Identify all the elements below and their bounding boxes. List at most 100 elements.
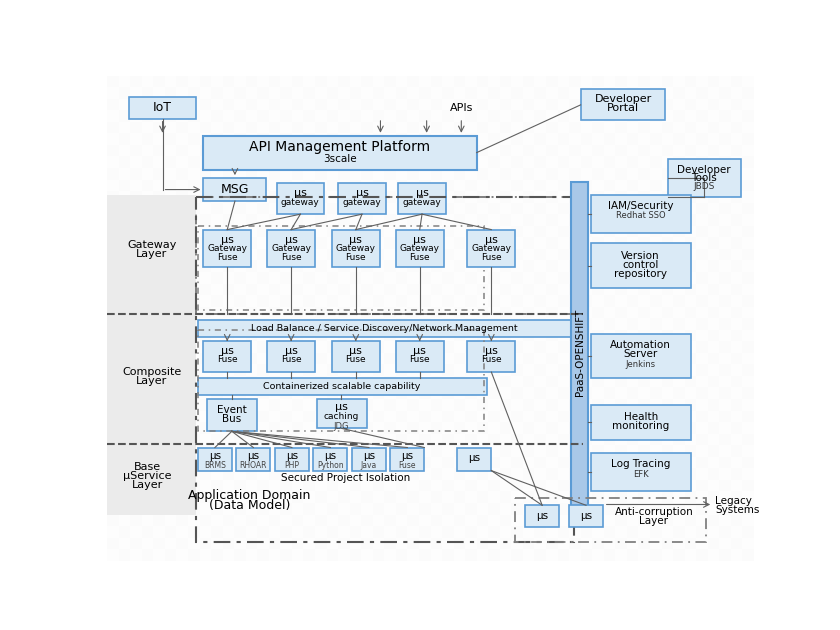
Bar: [292, 526, 303, 537]
Bar: [442, 76, 454, 87]
Bar: [615, 238, 627, 249]
Bar: [419, 387, 431, 399]
Bar: [165, 411, 176, 422]
Bar: [500, 422, 512, 433]
Bar: [234, 295, 246, 307]
Bar: [477, 76, 488, 87]
Bar: [373, 526, 385, 537]
Text: Load Balance / Service Discovery/Network Management: Load Balance / Service Discovery/Network…: [251, 324, 517, 333]
Bar: [223, 341, 234, 353]
Bar: [465, 191, 477, 203]
Bar: [638, 422, 650, 433]
Bar: [118, 468, 130, 480]
Text: μs: μs: [349, 234, 362, 244]
Bar: [211, 433, 223, 445]
Bar: [570, 387, 580, 399]
Bar: [615, 503, 627, 515]
Text: μs: μs: [209, 451, 221, 461]
Bar: [500, 353, 512, 364]
Bar: [292, 260, 303, 272]
Bar: [708, 110, 719, 122]
Bar: [176, 191, 188, 203]
Bar: [662, 457, 673, 468]
Bar: [465, 249, 477, 260]
Bar: [731, 249, 743, 260]
Bar: [188, 549, 200, 561]
Bar: [662, 180, 673, 191]
Bar: [662, 503, 673, 515]
Bar: [385, 110, 396, 122]
Bar: [108, 515, 118, 526]
Bar: [662, 329, 673, 341]
Bar: [534, 238, 546, 249]
Bar: [303, 110, 315, 122]
Bar: [327, 503, 339, 515]
Bar: [165, 526, 176, 537]
Bar: [615, 364, 627, 376]
Bar: [558, 387, 570, 399]
Bar: [200, 295, 211, 307]
Bar: [431, 214, 442, 226]
Bar: [662, 191, 673, 203]
Bar: [719, 376, 731, 387]
Bar: [281, 341, 292, 353]
Bar: [130, 122, 142, 134]
Bar: [650, 399, 662, 411]
Bar: [257, 168, 269, 180]
Text: μs: μs: [536, 511, 549, 521]
Bar: [442, 515, 454, 526]
Bar: [407, 329, 419, 341]
Bar: [708, 87, 719, 99]
Bar: [592, 156, 604, 168]
Bar: [696, 307, 708, 318]
Bar: [592, 376, 604, 387]
Bar: [396, 238, 407, 249]
Bar: [696, 399, 708, 411]
Bar: [465, 134, 477, 145]
Bar: [176, 399, 188, 411]
Bar: [708, 214, 719, 226]
Bar: [176, 226, 188, 238]
Bar: [534, 480, 546, 491]
Bar: [534, 156, 546, 168]
Bar: [604, 457, 615, 468]
Bar: [246, 110, 257, 122]
Bar: [407, 134, 419, 145]
Bar: [419, 491, 431, 503]
Text: RHOAR: RHOAR: [239, 461, 267, 470]
Bar: [269, 457, 281, 468]
Bar: [108, 329, 118, 341]
Bar: [234, 260, 246, 272]
Bar: [313, 447, 348, 471]
Bar: [431, 226, 442, 238]
Bar: [580, 260, 592, 272]
Bar: [488, 376, 500, 387]
Bar: [332, 341, 380, 372]
Bar: [269, 376, 281, 387]
Bar: [257, 99, 269, 110]
Bar: [223, 387, 234, 399]
Bar: [223, 433, 234, 445]
Bar: [234, 134, 246, 145]
Bar: [246, 203, 257, 214]
Bar: [685, 87, 696, 99]
Bar: [500, 249, 512, 260]
Text: Fuse: Fuse: [217, 355, 238, 364]
Bar: [165, 99, 176, 110]
Bar: [327, 122, 339, 134]
Bar: [558, 318, 570, 329]
Bar: [522, 376, 534, 387]
Bar: [118, 203, 130, 214]
Bar: [373, 457, 385, 468]
Bar: [534, 411, 546, 422]
Bar: [512, 76, 522, 87]
Bar: [234, 214, 246, 226]
Text: JDG: JDG: [333, 422, 349, 431]
Bar: [176, 433, 188, 445]
Bar: [108, 422, 118, 433]
Bar: [604, 203, 615, 214]
Bar: [349, 376, 361, 387]
Bar: [442, 468, 454, 480]
Bar: [188, 99, 200, 110]
Bar: [130, 226, 142, 238]
